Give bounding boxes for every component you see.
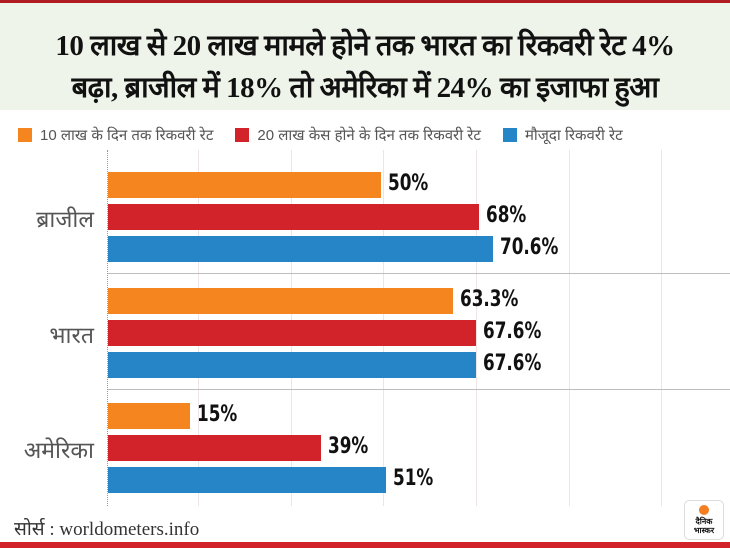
bar <box>108 288 453 314</box>
gridline <box>568 150 570 506</box>
bar <box>108 172 381 198</box>
bar <box>108 204 479 230</box>
logo-text-line-1: दैनिक <box>695 517 713 526</box>
category-label: ब्राजील <box>36 207 94 233</box>
group-separator <box>108 389 730 390</box>
bar <box>108 403 190 429</box>
bar <box>108 352 477 378</box>
bar <box>108 236 493 262</box>
legend-label: मौजूदा रिकवरी रेट <box>524 127 623 144</box>
data-label: 67.6% <box>483 319 542 344</box>
legend-swatch-orange <box>18 128 32 142</box>
legend-label: 20 लाख केस होने के दिन तक रिकवरी रेट <box>257 127 481 144</box>
dainik-bhaskar-logo: दैनिक भास्कर <box>684 500 724 540</box>
source-label: सोर्स : worldometers.info <box>14 519 200 540</box>
data-label: 15% <box>196 402 238 427</box>
chart-title-line-2: बढ़ा, ब्राजील में 18% तो अमेरिका में 24%… <box>71 72 659 104</box>
legend-swatch-red <box>235 128 250 142</box>
data-label: 50% <box>387 171 428 196</box>
bar-chart: ब्राजील 50% 68% 70.6% भारत 63.3% 67.6% 67.6% अमे… <box>0 150 730 506</box>
category-label: अमेरिका <box>23 438 94 464</box>
data-label: 63.3% <box>459 287 519 312</box>
legend: 10 लाख के दिन तक रिकवरी रेट 20 लाख केस ह… <box>18 124 730 146</box>
bar <box>108 320 477 346</box>
logo-text-line-2: भास्कर <box>693 526 715 535</box>
data-label: 67.6% <box>483 351 542 376</box>
category-label: भारत <box>49 323 94 349</box>
legend-item-20-lakh: 20 लाख केस होने के दिन तक रिकवरी रेट <box>235 125 481 145</box>
data-label: 68% <box>485 203 526 228</box>
logo-text: दैनिक भास्कर <box>694 517 714 535</box>
bottom-border <box>0 542 730 548</box>
group-separator <box>108 273 730 274</box>
top-border <box>0 0 730 3</box>
header: 10 लाख से 20 लाख मामले होने तक भारत का र… <box>0 3 730 110</box>
chart-title-line-1: 10 लाख से 20 लाख मामले होने तक भारत का र… <box>55 30 675 62</box>
logo-sun-icon <box>699 505 709 515</box>
gridline <box>661 150 663 506</box>
data-label: 70.6% <box>499 235 559 260</box>
legend-item-current: मौजूदा रिकवरी रेट <box>502 125 623 145</box>
data-label: 51% <box>392 466 434 491</box>
legend-item-10-lakh: 10 लाख के दिन तक रिकवरी रेट <box>18 125 213 145</box>
legend-swatch-blue <box>502 128 517 142</box>
y-axis <box>107 150 108 506</box>
legend-label: 10 लाख के दिन तक रिकवरी रेट <box>40 127 214 144</box>
bar <box>108 435 321 461</box>
data-label: 39% <box>327 434 368 459</box>
bar <box>108 467 386 493</box>
